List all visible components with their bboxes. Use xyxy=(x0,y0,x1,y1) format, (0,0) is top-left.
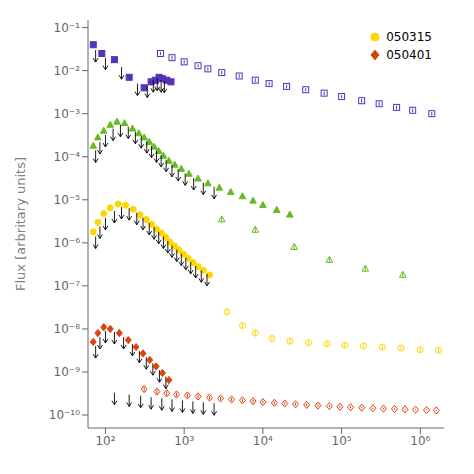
svg-text:10⁻⁴: 10⁻⁴ xyxy=(54,150,81,164)
svg-text:10⁻¹⁰: 10⁻¹⁰ xyxy=(49,408,80,422)
svg-text:10⁵: 10⁵ xyxy=(332,434,352,448)
svg-text:10⁻⁵: 10⁻⁵ xyxy=(54,193,81,207)
svg-text:10⁻⁹: 10⁻⁹ xyxy=(54,365,81,379)
svg-text:10²: 10² xyxy=(95,434,115,448)
svg-text:Flux [arbritary units]: Flux [arbritary units] xyxy=(13,157,28,291)
svg-text:10⁻¹: 10⁻¹ xyxy=(54,21,81,35)
html-text:050315: 050315 xyxy=(386,30,432,44)
html-text:050401: 050401 xyxy=(386,48,432,62)
svg-text:10⁶: 10⁶ xyxy=(410,434,430,448)
svg-text:10⁻⁶: 10⁻⁶ xyxy=(54,236,81,250)
svg-text:10⁻³: 10⁻³ xyxy=(54,107,81,121)
svg-text:10⁻⁸: 10⁻⁸ xyxy=(54,322,81,336)
svg-text:10⁴: 10⁴ xyxy=(253,434,273,448)
svg-text:10⁻²: 10⁻² xyxy=(54,64,81,78)
svg-text:10³: 10³ xyxy=(174,434,194,448)
svg-text:10⁻⁷: 10⁻⁷ xyxy=(54,279,81,293)
